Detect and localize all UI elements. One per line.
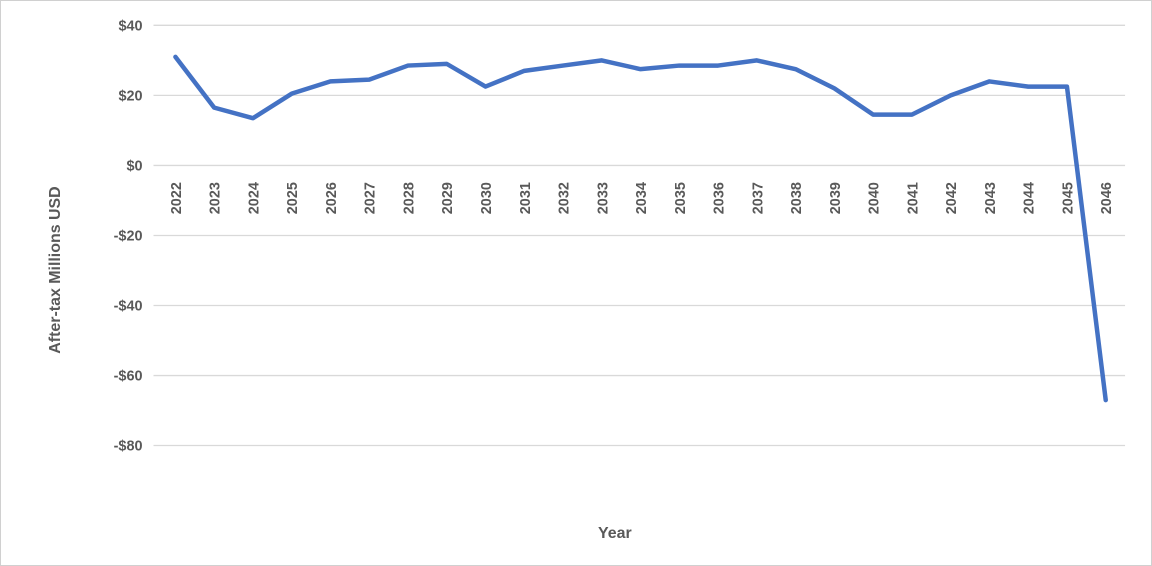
x-axis-tick-labels: 2022 2023 2024 2025 2026 2027 2028 2029 2030 2031… — [169, 182, 1115, 214]
x-tick-label: 2040 — [867, 182, 883, 214]
x-tick-label: 2045 — [1060, 182, 1076, 214]
y-tick-label: -$80 — [114, 439, 143, 455]
x-tick-label: 2036 — [712, 182, 728, 214]
y-axis-title: After-tax Millions USD — [47, 186, 64, 353]
x-tick-label: 2024 — [246, 182, 262, 214]
y-tick-label: -$20 — [114, 228, 143, 244]
x-tick-label: 2029 — [440, 182, 456, 214]
x-tick-label: 2043 — [983, 182, 999, 214]
data-series-line[interactable] — [173, 54, 1108, 403]
x-tick-label: 2039 — [828, 182, 844, 214]
x-tick-label: 2022 — [169, 182, 185, 214]
y-tick-label: $0 — [126, 158, 142, 174]
gridlines-group — [153, 24, 1126, 447]
x-tick-label: 2027 — [363, 182, 379, 214]
x-tick-label: 2033 — [595, 182, 611, 214]
x-tick-label: 2026 — [324, 182, 340, 214]
x-tick-label: 2034 — [634, 182, 650, 214]
y-tick-label: -$40 — [114, 299, 143, 315]
x-tick-label: 2037 — [750, 182, 766, 214]
y-tick-label: $40 — [118, 18, 142, 34]
x-tick-label: 2038 — [789, 182, 805, 214]
y-axis-tick-labels: $40 $20 $0 -$20 -$40 -$60 -$80 — [114, 18, 143, 454]
y-tick-label: -$60 — [114, 369, 143, 385]
x-tick-label: 2035 — [673, 182, 689, 214]
x-axis-title: Year — [598, 525, 632, 542]
x-tick-label: 2046 — [1099, 182, 1115, 214]
x-tick-label: 2031 — [518, 182, 534, 214]
x-tick-label: 2044 — [1022, 182, 1038, 214]
x-tick-label: 2030 — [479, 182, 495, 214]
x-tick-label: 2028 — [401, 182, 417, 214]
x-tick-label: 2023 — [208, 182, 224, 214]
x-tick-label: 2025 — [285, 182, 301, 214]
x-tick-label: 2042 — [944, 182, 960, 214]
x-tick-label: 2041 — [905, 182, 921, 214]
x-tick-label: 2032 — [557, 182, 573, 214]
y-tick-label: $20 — [118, 88, 142, 104]
